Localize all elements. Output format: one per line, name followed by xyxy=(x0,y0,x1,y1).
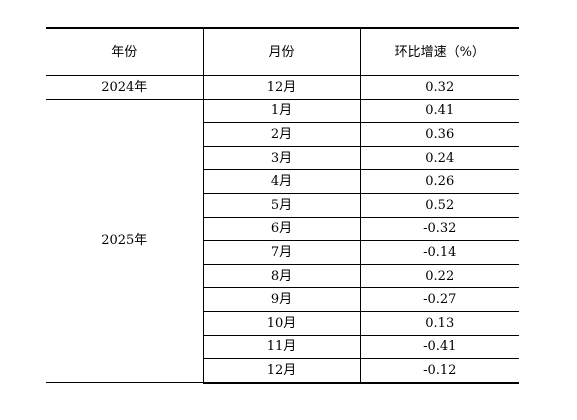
value-cell: 0.22 xyxy=(359,263,519,289)
value-cell: 0.41 xyxy=(359,98,519,124)
month-cell: 11月 xyxy=(202,334,361,360)
year-cell: 2024年 xyxy=(46,75,204,100)
value-cell: 0.32 xyxy=(359,75,519,100)
header-row: 年份 月份 环比增速（%） xyxy=(46,27,519,76)
table-row: 2024年 12月 0.32 xyxy=(46,75,519,100)
table-row: 2月 0.36 xyxy=(46,122,519,147)
table-row: 4月 0.26 xyxy=(46,169,519,194)
month-cell: 9月 xyxy=(202,287,361,312)
value-cell: 0.36 xyxy=(359,122,519,147)
value-cell: -0.41 xyxy=(359,334,519,360)
month-cell: 7月 xyxy=(202,240,361,265)
month-cell: 2月 xyxy=(202,122,361,147)
value-cell: -0.27 xyxy=(359,287,519,312)
table-row: 8月 0.22 xyxy=(46,263,519,289)
table-row: 11月 -0.41 xyxy=(46,334,519,360)
table-row: 10月 0.13 xyxy=(46,310,519,336)
header-month: 月份 xyxy=(202,27,361,76)
month-cell: 10月 xyxy=(202,310,361,336)
month-cell: 8月 xyxy=(202,263,361,289)
table-row: 7月 -0.14 xyxy=(46,240,519,265)
growth-rate-table: 年份 月份 环比增速（%） 2024年 12月 0.32 2025年 1月 0.41 2月 0… xyxy=(46,27,519,384)
value-cell: -0.32 xyxy=(359,216,519,242)
table-row: 6月 -0.32 xyxy=(46,216,519,242)
table-row: 5月 0.52 xyxy=(46,192,519,218)
month-cell: 12月 xyxy=(202,75,361,100)
value-cell: 0.52 xyxy=(359,192,519,218)
month-cell: 4月 xyxy=(202,169,361,194)
value-cell: 0.26 xyxy=(359,169,519,194)
table-row: 9月 -0.27 xyxy=(46,287,519,312)
month-cell: 12月 xyxy=(202,358,361,384)
value-cell: -0.14 xyxy=(359,240,519,265)
year-cell: 2025年 xyxy=(46,98,204,384)
table-row: 2025年 1月 0.41 xyxy=(46,98,519,384)
table-row: 12月 -0.12 xyxy=(46,358,519,384)
month-cell: 6月 xyxy=(202,216,361,242)
header-mom-growth: 环比增速（%） xyxy=(359,27,519,76)
value-cell: -0.12 xyxy=(359,358,519,384)
month-cell: 1月 xyxy=(202,98,361,124)
header-year: 年份 xyxy=(46,27,204,76)
value-cell: 0.13 xyxy=(359,310,519,336)
month-cell: 3月 xyxy=(202,145,361,171)
value-cell: 0.24 xyxy=(359,145,519,171)
table-body: 2024年 12月 0.32 2025年 1月 0.41 2月 0.36 3月 0.24 4月 0.2… xyxy=(46,75,519,384)
month-cell: 5月 xyxy=(202,192,361,218)
